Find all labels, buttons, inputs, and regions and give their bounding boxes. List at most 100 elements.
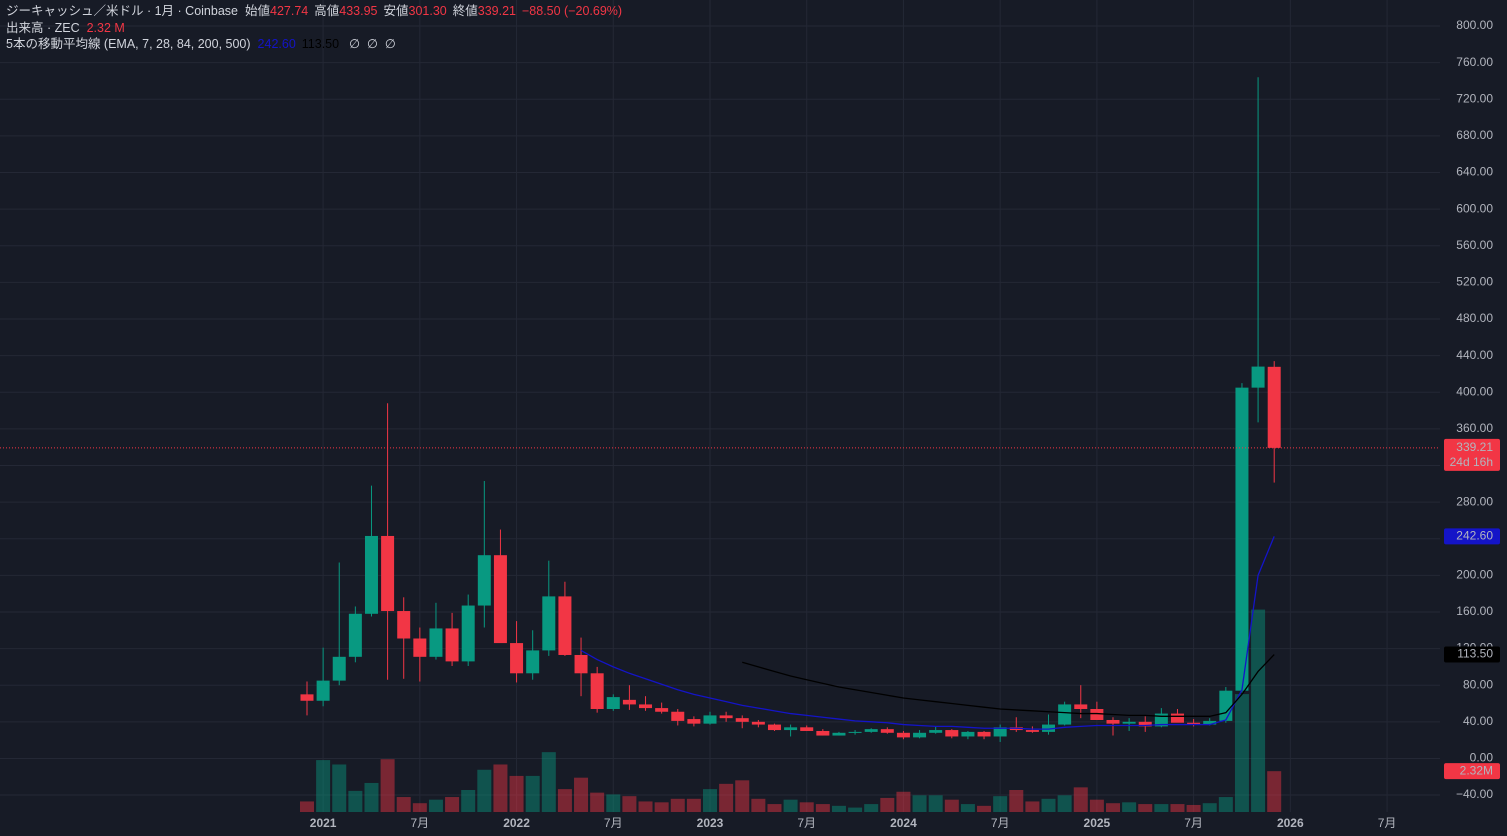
volume-bar: [461, 790, 476, 812]
ema-box: [1444, 646, 1500, 663]
candle-body: [896, 732, 910, 738]
volume-bar: [654, 802, 669, 812]
y-tick-label: 0.00: [1470, 751, 1494, 765]
candle-body: [655, 708, 669, 712]
y-tick-label: 200.00: [1456, 568, 1493, 582]
candle-body: [945, 730, 959, 737]
x-tick-label: 7月: [410, 816, 429, 830]
volume-bar: [1186, 804, 1201, 812]
candle-body: [880, 729, 894, 733]
candle-body: [913, 732, 927, 738]
volume-legend: 出来高 · ZEC 2.32 M: [6, 20, 125, 35]
candle-body: [1138, 721, 1152, 727]
candle-body: [429, 628, 443, 657]
volume-bar: [493, 764, 508, 812]
candle-body: [622, 699, 636, 705]
x-tick-label: 2021: [310, 816, 337, 830]
y-tick-label: 400.00: [1456, 384, 1493, 398]
ema-box-label: 113.50: [1457, 647, 1493, 661]
candle-body: [800, 727, 814, 731]
candle-body: [1090, 709, 1104, 720]
volume-bar: [332, 764, 347, 812]
volume-bar: [1234, 694, 1249, 812]
candle-body: [1219, 690, 1233, 721]
volume-bar: [1025, 801, 1040, 812]
symbol: ジーキャッシュ／米ドル · 1月 · Coinbase: [6, 4, 238, 18]
candle-body: [864, 729, 878, 732]
candle-body: [961, 731, 975, 737]
ema-empty: ∅: [349, 37, 360, 51]
candle-body: [364, 535, 378, 614]
header-line: ジーキャッシュ／米ドル · 1月 · Coinbase 始値427.74 高値433…: [6, 3, 622, 18]
ohlc-value: 427.74: [270, 4, 308, 18]
volume-bar: [525, 775, 540, 812]
volume-bar: [1122, 802, 1137, 812]
volume-bar: [1009, 790, 1024, 812]
volume-bar: [1267, 771, 1282, 812]
volume-bar: [831, 805, 846, 812]
volume-bar: [686, 798, 701, 812]
volume-bar: [509, 775, 524, 812]
volume-bar: [864, 804, 879, 812]
y-tick-label: 800.00: [1456, 18, 1493, 32]
candles: [300, 77, 1281, 742]
candle-body: [510, 643, 524, 674]
candle-body: [816, 730, 830, 736]
x-tick-label: 7月: [604, 816, 623, 830]
x-tick-label: 7月: [797, 816, 816, 830]
volume-bar: [799, 802, 814, 812]
candle-body: [413, 638, 427, 657]
candle-body: [526, 650, 540, 674]
volume-bar: [880, 797, 895, 812]
change: −88.50 (−20.69%): [522, 4, 622, 18]
ema-box: [1444, 528, 1500, 545]
ema-value: 242.60: [258, 37, 296, 51]
volume-bar: [1202, 803, 1217, 812]
candle-body: [848, 731, 862, 733]
candle-body: [606, 697, 620, 710]
volume-bar: [574, 777, 589, 812]
candle-body: [445, 628, 459, 662]
y-tick-label: 480.00: [1456, 311, 1493, 325]
volume-bar: [815, 804, 830, 812]
volume-bar: [557, 789, 572, 812]
y-tick-label: 600.00: [1456, 201, 1493, 215]
x-tick-label: 2025: [1084, 816, 1111, 830]
candle-body: [1042, 724, 1056, 732]
ohlc-label: 終値: [453, 3, 478, 18]
volume-pane: [300, 609, 1282, 812]
candle-body: [1251, 366, 1265, 388]
candle-body: [977, 731, 991, 737]
volume-box: [1444, 763, 1500, 780]
y-tick-label: 280.00: [1456, 494, 1493, 508]
x-tick-label: 2026: [1277, 816, 1304, 830]
ema-line: [580, 536, 1275, 730]
volume-bar: [912, 795, 927, 812]
volume-bar: [316, 760, 331, 812]
candle-body: [558, 596, 572, 655]
candle-body: [687, 719, 701, 724]
volume-bar: [1073, 787, 1088, 812]
x-tick-label: 2023: [697, 816, 724, 830]
ohlc-label: 安値: [383, 3, 408, 18]
candle-body: [348, 613, 362, 657]
volume-bar: [1106, 803, 1120, 812]
y-tick-label: 40.00: [1463, 714, 1493, 728]
volume-bar: [348, 790, 363, 812]
volume-bar: [428, 799, 443, 812]
countdown-label: 24d 16h: [1450, 455, 1493, 469]
volume-bar: [1218, 797, 1233, 812]
ema-title: 5本の移動平均線 (EMA, 7, 28, 84, 200, 500): [6, 36, 251, 51]
candle-body: [1025, 730, 1039, 732]
candle-body: [493, 555, 507, 644]
y-tick-label: 720.00: [1456, 91, 1493, 105]
ohlc-value: 433.95: [339, 4, 377, 18]
candle-body: [316, 680, 330, 701]
candle-body: [397, 611, 411, 639]
volume-bar: [396, 797, 411, 812]
volume-box-label: 2.32M: [1460, 763, 1493, 777]
volume-bar: [670, 798, 685, 812]
